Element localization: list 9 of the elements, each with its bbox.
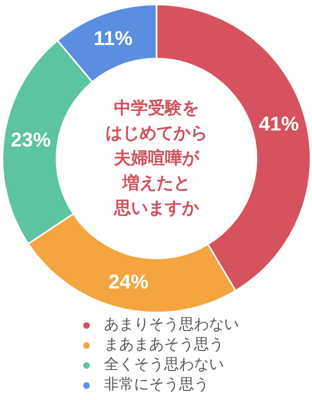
text: 中学受験をはじめてから夫婦喧嘩が増えたと思いますか [106,98,208,218]
data-label: 23% [10,129,52,152]
legend-label: 非常にそう思う [104,375,209,394]
data-label: 24% [108,271,149,294]
legend-label: まあまあそう思う [104,335,224,354]
legend-label: あまりそう思わない [104,315,239,334]
data-label: 11% [94,28,133,50]
legend-label: 全くそう思わない [104,355,224,374]
data-label: 41% [258,114,300,136]
